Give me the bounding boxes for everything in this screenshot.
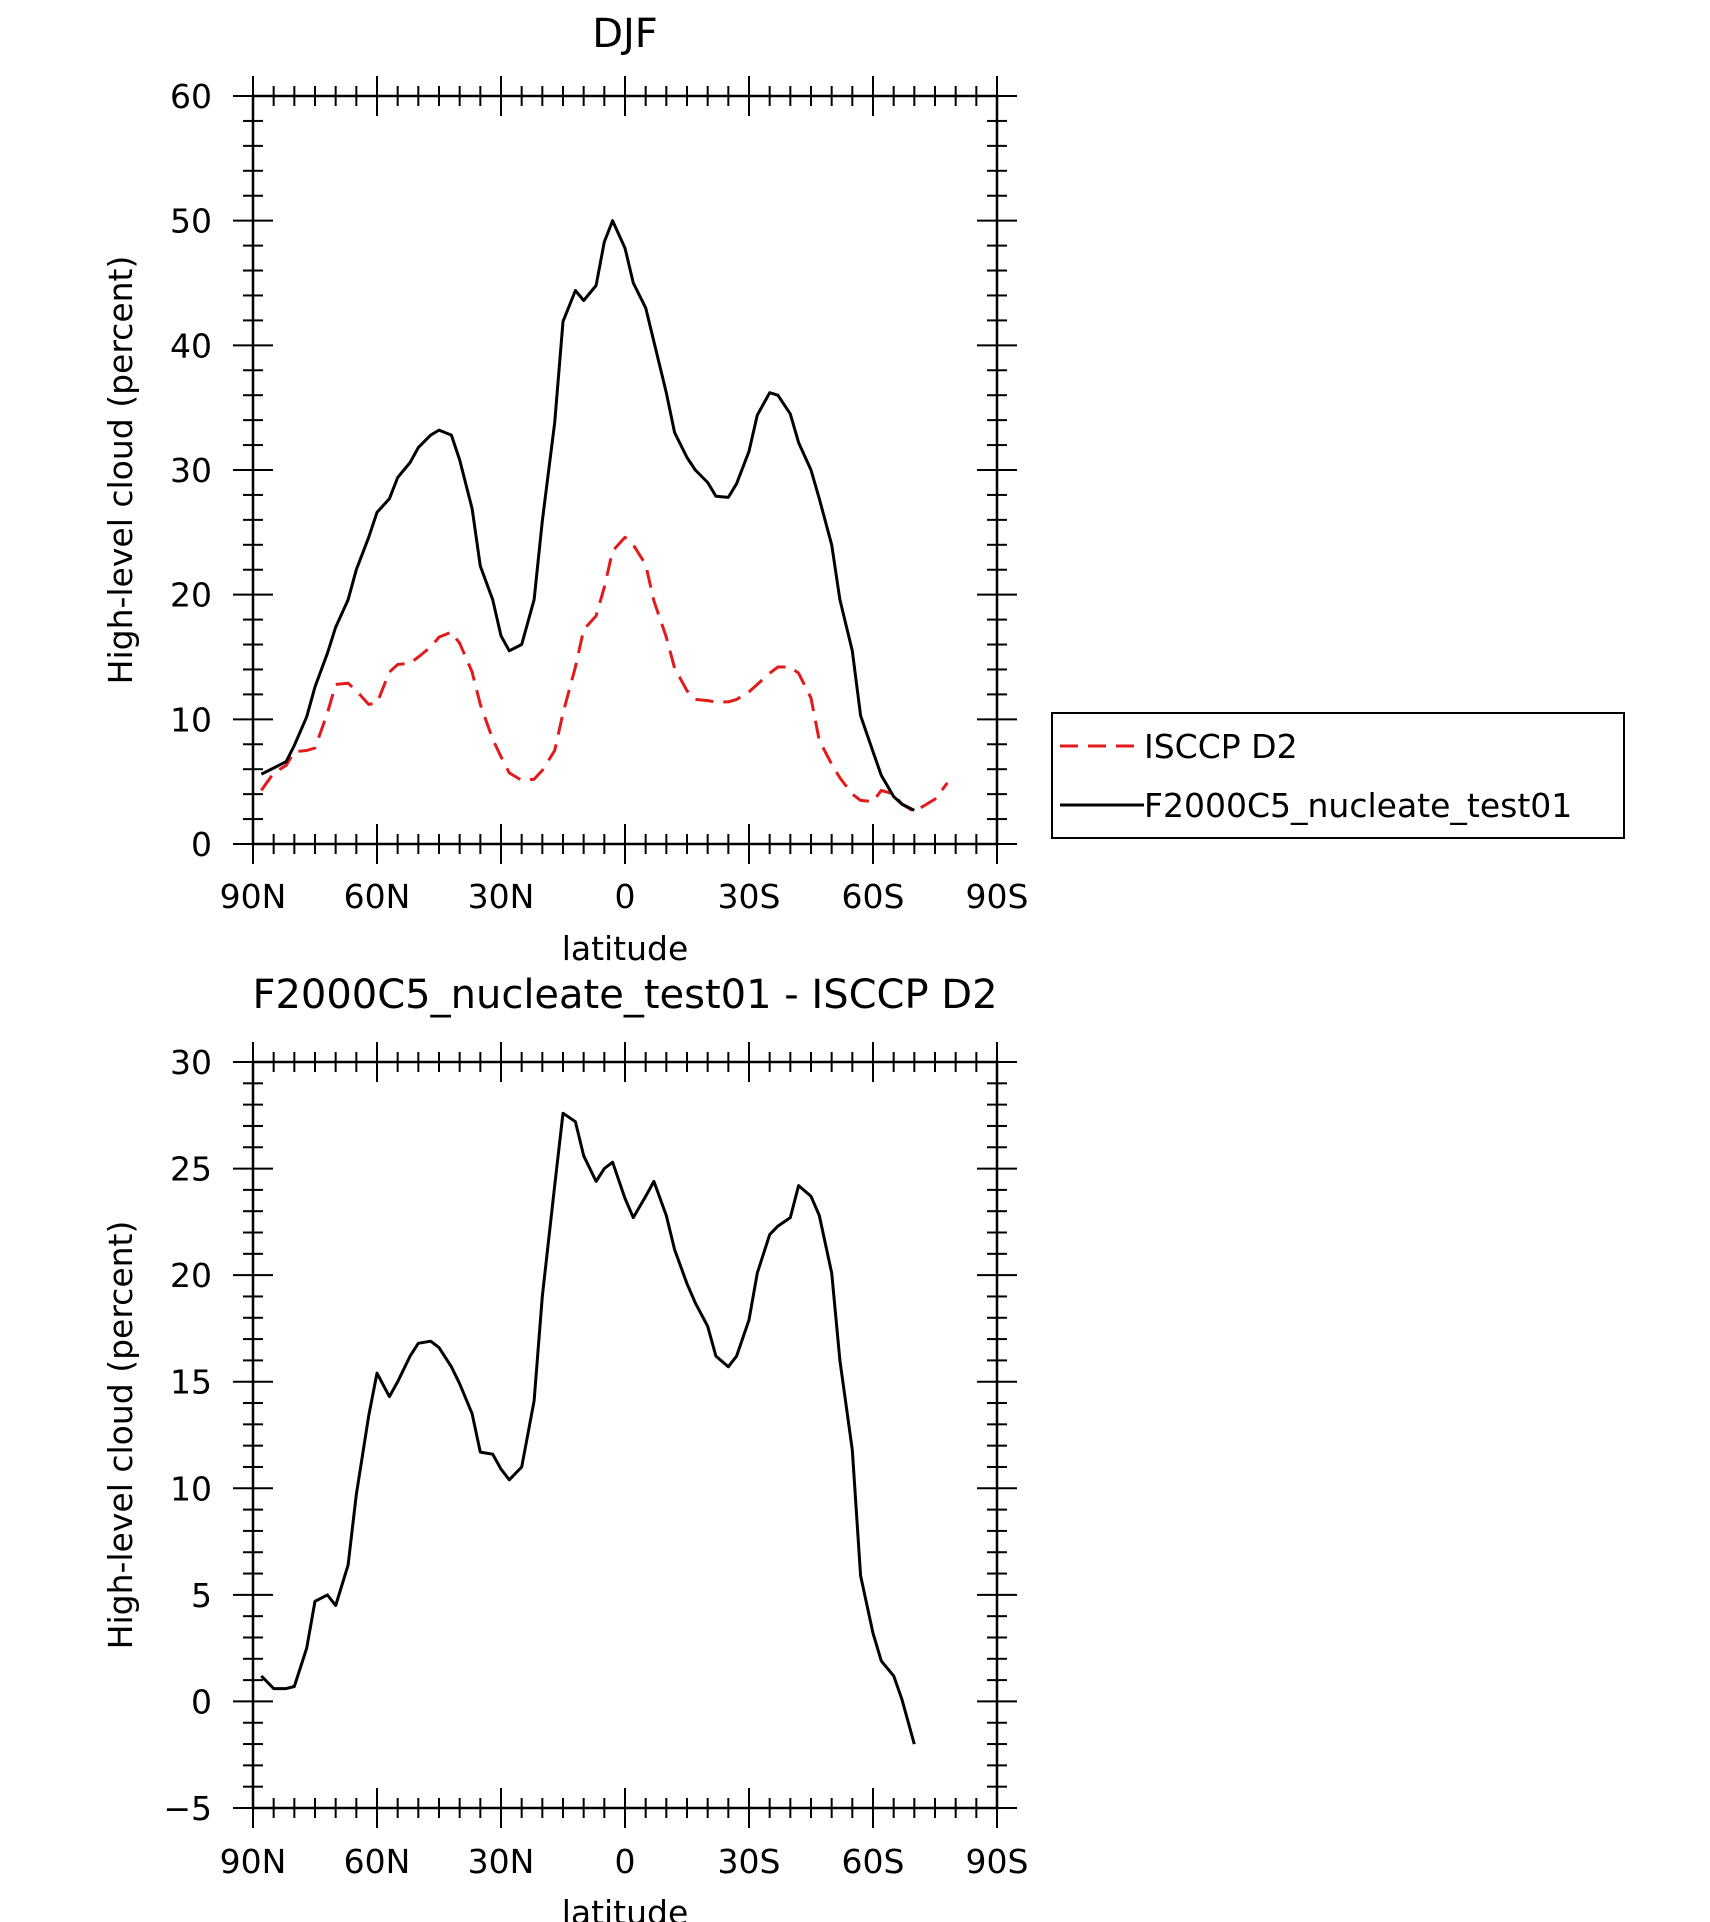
y-tick-label: 20: [170, 576, 212, 615]
y-tick-label: 0: [191, 825, 212, 864]
y-tick-label: 50: [170, 202, 212, 241]
legend-label: ISCCP D2: [1144, 727, 1298, 766]
x-axis-label: latitude: [562, 929, 689, 968]
x-tick-label: 0: [615, 877, 636, 916]
series-line-0-1: [260, 219, 915, 812]
y-tick-label: 25: [170, 1150, 212, 1189]
y-tick-label: 30: [170, 451, 212, 490]
plot-frame: [251, 94, 999, 846]
x-tick-label: 60N: [344, 877, 411, 916]
x-axis-label: latitude: [562, 1893, 689, 1922]
x-tick-label: 60N: [344, 1842, 411, 1881]
y-tick-label: 0: [191, 1682, 212, 1721]
y-axis-label: High-level cloud (percent): [101, 256, 140, 685]
y-tick-label: 20: [170, 1256, 212, 1295]
x-tick-label: 0: [615, 1842, 636, 1881]
y-tick-label: 15: [170, 1363, 212, 1402]
panel-bottom: 90N 60N 30N 0 30S 60S 90S −5 0 5 10 15 20 25 30 F2000C5…: [101, 972, 1028, 1922]
series-line-1-0: [260, 1111, 916, 1745]
y-tick-label: 40: [170, 326, 212, 365]
y-tick-label: 10: [170, 700, 212, 739]
x-tick-label: 30S: [718, 877, 781, 916]
legend: ISCCP D2 F2000C5_nucleate_test01: [1051, 712, 1625, 839]
x-tick-label: 90N: [220, 877, 287, 916]
y-axis-label: High-level cloud (percent): [101, 1221, 140, 1650]
legend-label: F2000C5_nucleate_test01: [1144, 786, 1572, 825]
legend-box: [1051, 712, 1625, 839]
x-tick-label: 90S: [966, 1842, 1029, 1881]
y-tick-label: 60: [170, 77, 212, 116]
panel-top: 90N 60N 30N 0 30S 60S 90S 0 10 20 30 40 50 60 DJF latit…: [101, 11, 1028, 968]
y-tick-label: 30: [170, 1043, 212, 1082]
chart-title: DJF: [592, 11, 658, 57]
y-tick-label: 5: [191, 1576, 212, 1615]
series-line-0-0: [260, 535, 949, 814]
chart-title: F2000C5_nucleate_test01 - ISCCP D2: [252, 972, 997, 1018]
x-tick-label: 60S: [842, 1842, 905, 1881]
y-tick-label: 10: [170, 1469, 212, 1508]
x-tick-label: 30S: [718, 1842, 781, 1881]
x-tick-label: 60S: [842, 877, 905, 916]
x-tick-label: 90S: [966, 877, 1029, 916]
y-tick-label: −5: [163, 1789, 212, 1828]
x-tick-label: 30N: [468, 1842, 535, 1881]
x-tick-label: 30N: [468, 877, 535, 916]
x-tick-label: 90N: [220, 1842, 287, 1881]
